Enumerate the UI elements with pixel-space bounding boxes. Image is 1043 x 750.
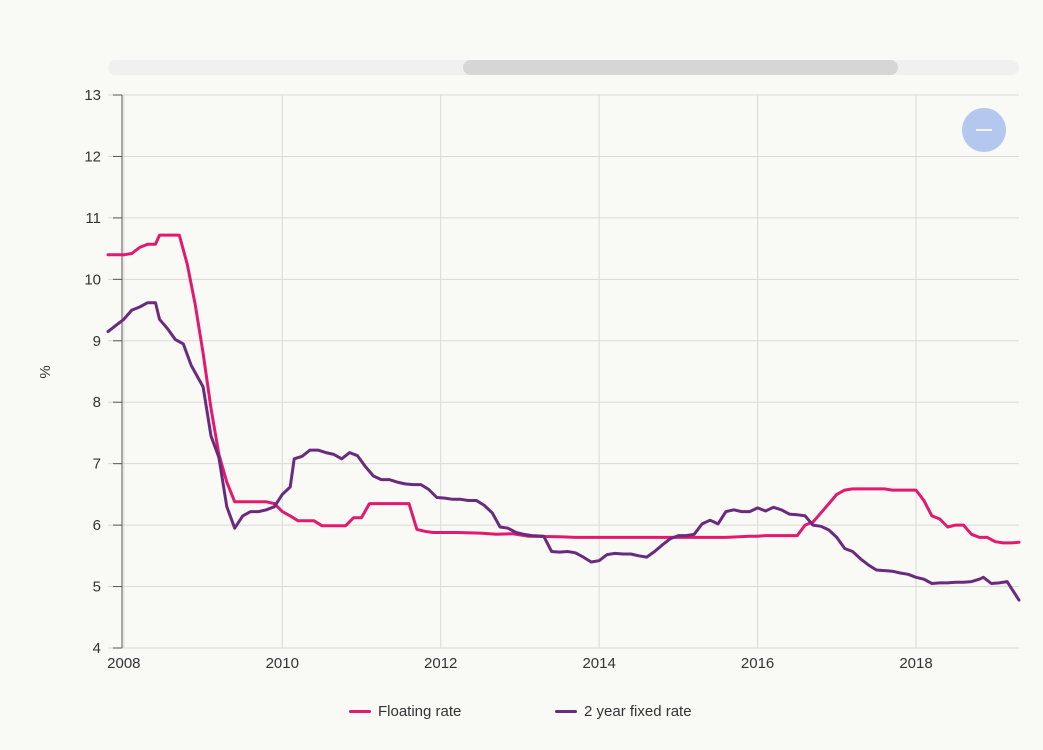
y-tick-label: 10: [84, 271, 101, 288]
legend-swatch: [555, 710, 577, 713]
series-line-two-year-fixed-rate: [106, 301, 1021, 602]
y-tick-label: 11: [85, 210, 101, 227]
minus-icon: [976, 129, 992, 131]
y-tick-label: 9: [93, 333, 101, 350]
chart-axes: [113, 94, 123, 649]
chart-tick-labels: 4 5 6 7 8 9 10 11 12 13 2008 2010 2012 2014 2016 2018: [84, 87, 932, 672]
legend-label: Floating rate: [378, 703, 462, 720]
y-tick-label: 7: [93, 456, 101, 473]
y-tick-label: 5: [93, 579, 101, 596]
legend-item[interactable]: Floating rate: [349, 703, 461, 720]
y-axis-title: %: [37, 365, 54, 378]
y-tick-label: 13: [84, 87, 101, 104]
chart-grid: [108, 94, 1019, 649]
zoom-out-button[interactable]: [962, 108, 1006, 152]
series-line-floating-rate: [106, 233, 1021, 545]
legend-item[interactable]: 2 year fixed rate: [555, 703, 692, 720]
y-tick-label: 6: [93, 517, 101, 534]
legend-label: 2 year fixed rate: [584, 703, 692, 720]
x-tick-label: 2012: [424, 655, 457, 672]
x-tick-label: 2014: [582, 655, 615, 672]
chart-legend: Floating rate 2 year fixed rate: [0, 703, 1043, 725]
x-tick-label: 2008: [107, 655, 140, 672]
scrollbar-thumb[interactable]: [463, 60, 898, 75]
legend-swatch: [349, 710, 371, 713]
y-tick-label: 12: [84, 148, 101, 165]
x-tick-label: 2016: [741, 655, 774, 672]
y-tick-label: 4: [93, 640, 101, 657]
y-tick-label: 8: [93, 394, 101, 411]
chart-lines: [106, 233, 1021, 602]
x-tick-label: 2018: [899, 655, 932, 672]
x-tick-label: 2010: [266, 655, 299, 672]
